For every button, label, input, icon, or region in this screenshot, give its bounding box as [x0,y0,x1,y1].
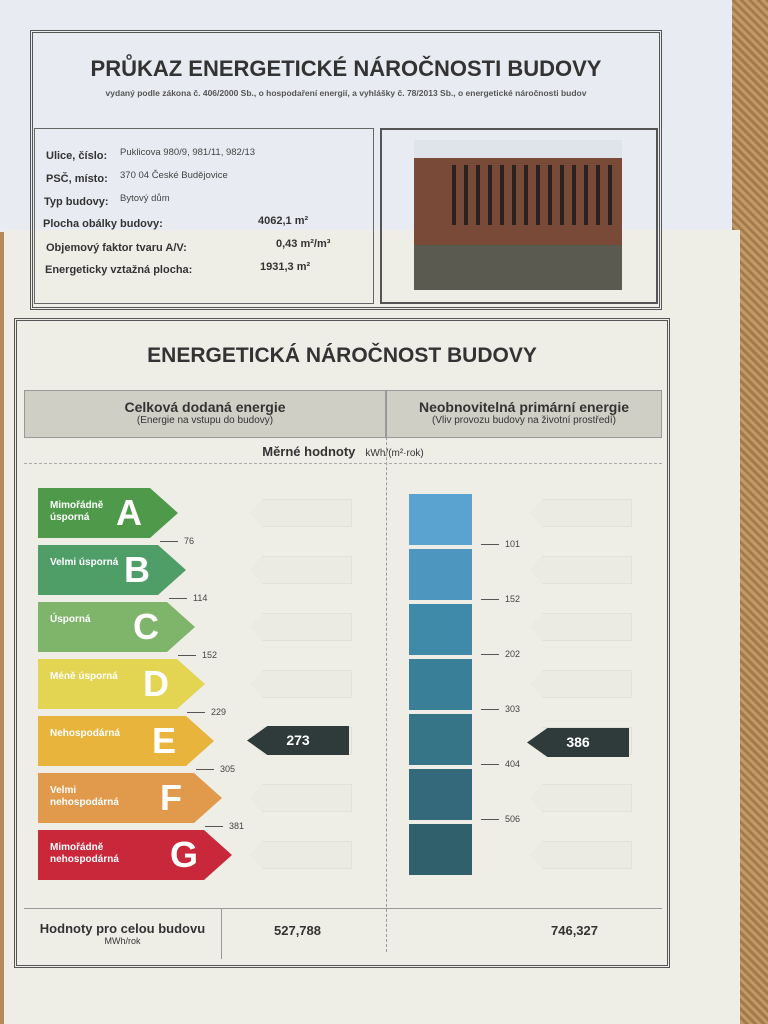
left-column-header: Celková dodaná energie (Energie na vstup… [24,390,386,438]
header-frame [30,30,662,310]
specific-label: Měrné hodnoty [262,444,356,459]
info-value: Puklicova 980/9, 981/11, 982/13 [120,147,256,158]
class-arrow-a: Mimořádně úsporná A [38,488,178,538]
ghost-arrow [530,841,632,869]
primary-energy-segment [409,659,472,710]
document-title: PRŮKAZ ENERGETICKÉ NÁROČNOSTI BUDOVY [90,56,602,81]
class-arrow-f: Velmi nehospodárná F [38,773,222,823]
class-letter: B [124,549,150,590]
primary-energy-segment [409,714,472,765]
primary-energy-segment [409,824,472,875]
primary-energy-segment [409,494,472,545]
left-threshold: 305 [196,764,235,774]
left-threshold: 229 [187,707,226,717]
ghost-arrow [250,784,352,812]
class-name: Úsporná [50,614,91,625]
right-column-title: Neobnovitelná primární energie [418,399,630,415]
class-name: Velmi nehospodárná [50,785,119,808]
ghost-arrow [250,499,352,527]
right-threshold: 303 [481,704,520,714]
left-threshold: 76 [160,536,194,546]
info-label: Typ budovy: [44,196,109,208]
class-arrow-c: Úsporná C [38,602,195,652]
specific-values-row: Měrné hodnoty kWh/(m²·rok) [24,438,662,464]
building-photo [414,140,622,290]
right-value-indicator: 386 [527,728,629,757]
class-name: Mimořádně úsporná [50,500,104,523]
info-label: Objemový faktor tvaru A/V: [46,242,187,254]
section-title: ENERGETICKÁ NÁROČNOST BUDOVY [147,344,537,367]
primary-energy-segment [409,604,472,655]
class-letter: D [143,663,169,704]
class-letter: A [116,492,142,533]
primary-energy-segment [409,549,472,600]
column-divider [386,392,387,952]
class-arrow-g: Mimořádně nehospodárná G [38,830,232,880]
info-value: 1931,3 m² [260,261,311,273]
class-letter: E [152,720,177,761]
info-label: PSČ, místo: [46,173,108,185]
left-value-indicator: 273 [247,726,349,755]
document-subtitle: vydaný podle zákona č. 406/2000 Sb., o h… [105,88,587,98]
info-value: 4062,1 m² [258,215,309,227]
class-arrow-e: Nehospodárná E [38,716,214,766]
ghost-arrow [530,499,632,527]
info-label: Energeticky vztažná plocha: [45,264,193,276]
class-name: Méně úsporná [50,671,118,682]
totals-row: Hodnoty pro celou budovu MWh/rok 527,788 … [24,908,662,959]
totals-right-value: 746,327 [551,923,598,938]
left-threshold: 381 [205,821,244,831]
right-threshold: 506 [481,814,520,824]
info-value: Bytový dům [120,193,170,204]
right-column-subtitle: (Vliv provozu budovy na životní prostřed… [432,415,616,426]
ghost-arrow [250,556,352,584]
info-label: Plocha obálky budovy: [43,218,163,230]
class-name: Nehospodárná [50,728,121,739]
class-arrow-d: Méně úsporná D [38,659,205,709]
totals-label: Hodnoty pro celou budovu [39,921,206,936]
building-info [34,128,374,304]
ghost-arrow [250,841,352,869]
class-letter: F [160,777,182,818]
right-column-header: Neobnovitelná primární energie (Vliv pro… [386,390,662,438]
left-threshold: 152 [178,650,217,660]
energy-frame [14,318,670,968]
class-name: Velmi úsporná [50,557,119,568]
left-column-title: Celková dodaná energie [124,399,286,415]
class-letter: G [170,834,199,875]
ghost-arrow [250,670,352,698]
class-arrow-b: Velmi úsporná B [38,545,186,595]
ghost-arrow [530,613,632,641]
primary-energy-segment [409,769,472,820]
totals-left-value: 527,788 [274,923,321,938]
right-threshold: 101 [481,539,520,549]
info-value: 370 04 České Budějovice [120,170,228,181]
right-threshold: 152 [481,594,520,604]
ghost-arrow [530,670,632,698]
totals-unit: MWh/rok [104,936,141,946]
info-label: Ulice, číslo: [46,150,108,162]
left-threshold: 114 [169,593,207,603]
right-threshold: 202 [481,649,520,659]
class-name: Mimořádně nehospodárná [50,842,119,865]
info-value: 0,43 m²/m³ [276,238,331,250]
ghost-arrow [530,784,632,812]
ghost-arrow [250,613,352,641]
class-letter: C [133,606,159,647]
ghost-arrow [530,556,632,584]
right-threshold: 404 [481,759,520,769]
specific-unit: kWh/(m²·rok) [365,448,424,459]
photo-frame [380,128,658,304]
left-column-subtitle: (Energie na vstupu do budovy) [136,415,274,426]
